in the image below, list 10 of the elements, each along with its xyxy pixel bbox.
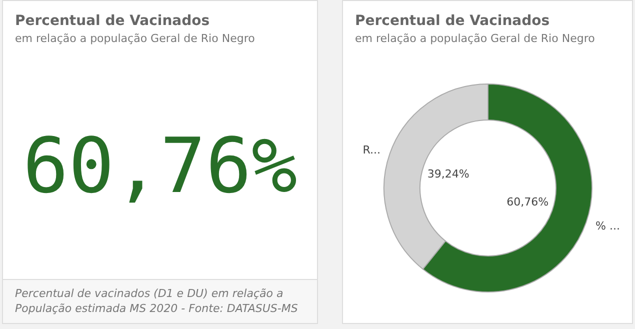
data-label: 39,24% [427,168,470,181]
data-label: 60,76% [506,195,549,208]
chart-title: Percentual de Vacinados [355,13,551,29]
text: 60,76% [22,121,298,210]
chart-subtitle: em relação a população Geral de Rio Negro [355,32,596,45]
slice-label: % ... [596,219,620,232]
text: em relação a população Geral de Rio Negro [15,32,256,45]
text: Percentual de vacinados (D1 e DU) em relação a População estimada MS 2020 - Fonte: DATASUS-MS [3,279,317,323]
text: Percentual de Vacinados [15,13,211,29]
slice-label: R... [362,144,380,157]
